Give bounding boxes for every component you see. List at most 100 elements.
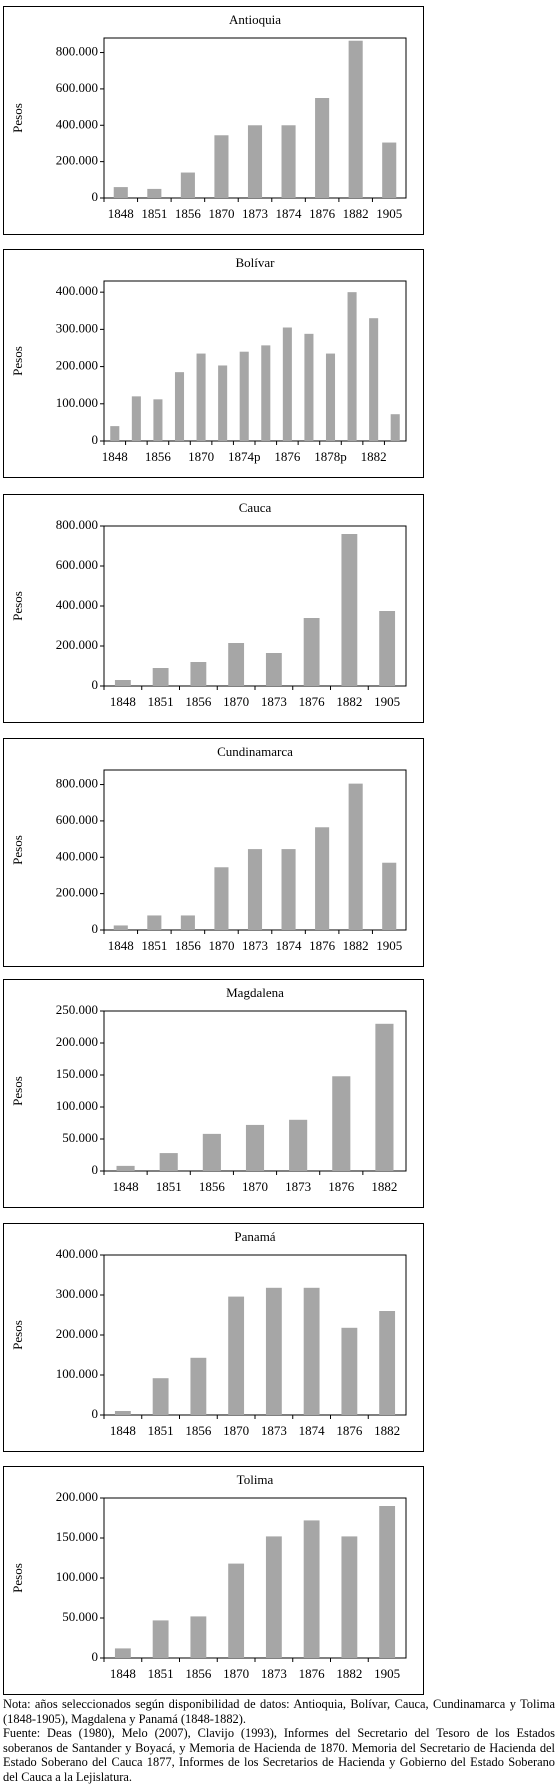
panel-frame bbox=[3, 1223, 424, 1452]
x-tick-label: 1876 bbox=[299, 694, 326, 709]
bar bbox=[325, 353, 336, 441]
source-text: Fuente: Deas (1980), Melo (2007), Clavij… bbox=[3, 1726, 555, 1784]
x-tick-label: 1870 bbox=[223, 694, 249, 709]
y-tick-label: 400.000 bbox=[56, 1246, 98, 1261]
x-tick-label: 1856 bbox=[175, 938, 202, 953]
x-tick-label: 1856 bbox=[185, 694, 212, 709]
bar bbox=[341, 1327, 358, 1415]
bar bbox=[347, 292, 357, 441]
y-tick-label: 150.000 bbox=[56, 1529, 98, 1544]
bar bbox=[247, 125, 263, 198]
plot-frame bbox=[103, 1497, 407, 1659]
bar bbox=[247, 849, 263, 930]
x-tick-label: 1851 bbox=[148, 694, 174, 709]
x-tick-label: 1851 bbox=[141, 206, 167, 221]
bar bbox=[114, 1648, 131, 1658]
y-tick-label: 100.000 bbox=[56, 1366, 98, 1381]
y-tick-label: 0 bbox=[92, 432, 99, 447]
bar bbox=[159, 1153, 178, 1171]
x-tick-label: 1856 bbox=[185, 1666, 212, 1681]
x-tick-label: 1870 bbox=[208, 206, 234, 221]
bar bbox=[147, 915, 162, 930]
bar bbox=[114, 680, 131, 686]
note: Nota: años seleccionados según disponibi… bbox=[3, 1697, 555, 1785]
bar bbox=[153, 399, 163, 441]
bar bbox=[152, 1378, 169, 1415]
x-tick-label: 1856 bbox=[199, 1179, 226, 1194]
bar bbox=[116, 1165, 135, 1171]
y-tick-label: 100.000 bbox=[56, 1098, 98, 1113]
x-tick-label: 1856 bbox=[145, 449, 172, 464]
x-tick-label: 1905 bbox=[376, 206, 402, 221]
bar bbox=[348, 783, 363, 930]
x-tick-label: 1848 bbox=[102, 449, 128, 464]
bar bbox=[304, 333, 314, 441]
y-tick-label: 300.000 bbox=[56, 320, 98, 335]
bar bbox=[379, 1506, 396, 1658]
y-tick-label: 600.000 bbox=[56, 812, 98, 827]
panel-frame bbox=[3, 494, 424, 723]
panel-frame bbox=[3, 738, 424, 967]
chart-title: Tolima bbox=[237, 1472, 274, 1487]
y-axis-label: Pesos bbox=[10, 346, 25, 376]
bar bbox=[348, 40, 363, 199]
y-tick-label: 800.000 bbox=[56, 517, 98, 532]
x-tick-label: 1905 bbox=[376, 938, 402, 953]
bar bbox=[190, 1357, 207, 1415]
y-tick-label: 0 bbox=[92, 189, 99, 204]
x-tick-label: 1856 bbox=[185, 1423, 212, 1438]
bar bbox=[379, 1311, 396, 1415]
x-tick-label: 1882 bbox=[374, 1423, 400, 1438]
y-tick-label: 50.000 bbox=[62, 1130, 98, 1145]
y-tick-label: 400.000 bbox=[56, 116, 98, 131]
y-tick-label: 400.000 bbox=[56, 597, 98, 612]
x-tick-label: 1851 bbox=[141, 938, 167, 953]
bar bbox=[152, 668, 169, 686]
x-tick-label: 1870 bbox=[223, 1423, 249, 1438]
x-tick-label: 1905 bbox=[374, 694, 400, 709]
x-tick-label: 1876 bbox=[328, 1179, 355, 1194]
x-tick-label: 1882 bbox=[361, 449, 387, 464]
bar bbox=[261, 345, 271, 441]
bar bbox=[390, 414, 400, 441]
bar bbox=[180, 172, 195, 198]
x-tick-label: 1848 bbox=[110, 694, 136, 709]
x-tick-label: 1851 bbox=[148, 1666, 174, 1681]
y-tick-label: 250.000 bbox=[56, 1002, 98, 1017]
bar bbox=[174, 372, 185, 441]
chart-title: Panamá bbox=[234, 1229, 275, 1244]
y-axis-label: Pesos bbox=[10, 835, 25, 865]
y-tick-label: 0 bbox=[92, 1406, 99, 1421]
y-tick-label: 0 bbox=[92, 677, 99, 692]
x-tick-label: 1876 bbox=[309, 206, 336, 221]
bar bbox=[265, 1287, 282, 1415]
y-tick-label: 800.000 bbox=[56, 776, 98, 791]
x-tick-label: 1876 bbox=[309, 938, 336, 953]
chart-title: Antioquia bbox=[229, 12, 281, 27]
x-tick-label: 1874 bbox=[276, 206, 303, 221]
y-axis-label: Pesos bbox=[10, 1563, 25, 1593]
x-tick-label: 1851 bbox=[156, 1179, 182, 1194]
x-tick-label: 1870 bbox=[208, 938, 234, 953]
bar bbox=[303, 1287, 320, 1415]
bar bbox=[379, 611, 396, 686]
bar bbox=[382, 142, 397, 198]
bar bbox=[228, 643, 245, 686]
bar bbox=[332, 1076, 351, 1171]
y-axis-label: Pesos bbox=[10, 103, 25, 133]
bar bbox=[303, 1520, 320, 1658]
x-tick-label: 1874p bbox=[228, 449, 261, 464]
bar bbox=[131, 396, 141, 441]
y-tick-label: 0 bbox=[92, 1162, 99, 1177]
charts: Antioquia Pesos 0 200.000 400.000 600.000 800.… bbox=[3, 6, 424, 1695]
y-tick-label: 0 bbox=[92, 921, 99, 936]
x-tick-label: 1856 bbox=[175, 206, 202, 221]
x-tick-label: 1873 bbox=[261, 1423, 287, 1438]
y-tick-label: 150.000 bbox=[56, 1066, 98, 1081]
x-tick-label: 1848 bbox=[108, 206, 134, 221]
x-tick-label: 1873 bbox=[261, 694, 287, 709]
x-tick-label: 1848 bbox=[110, 1423, 136, 1438]
panel-frame bbox=[3, 1466, 424, 1695]
y-axis-label: Pesos bbox=[10, 1076, 25, 1106]
x-tick-label: 1874 bbox=[276, 938, 303, 953]
